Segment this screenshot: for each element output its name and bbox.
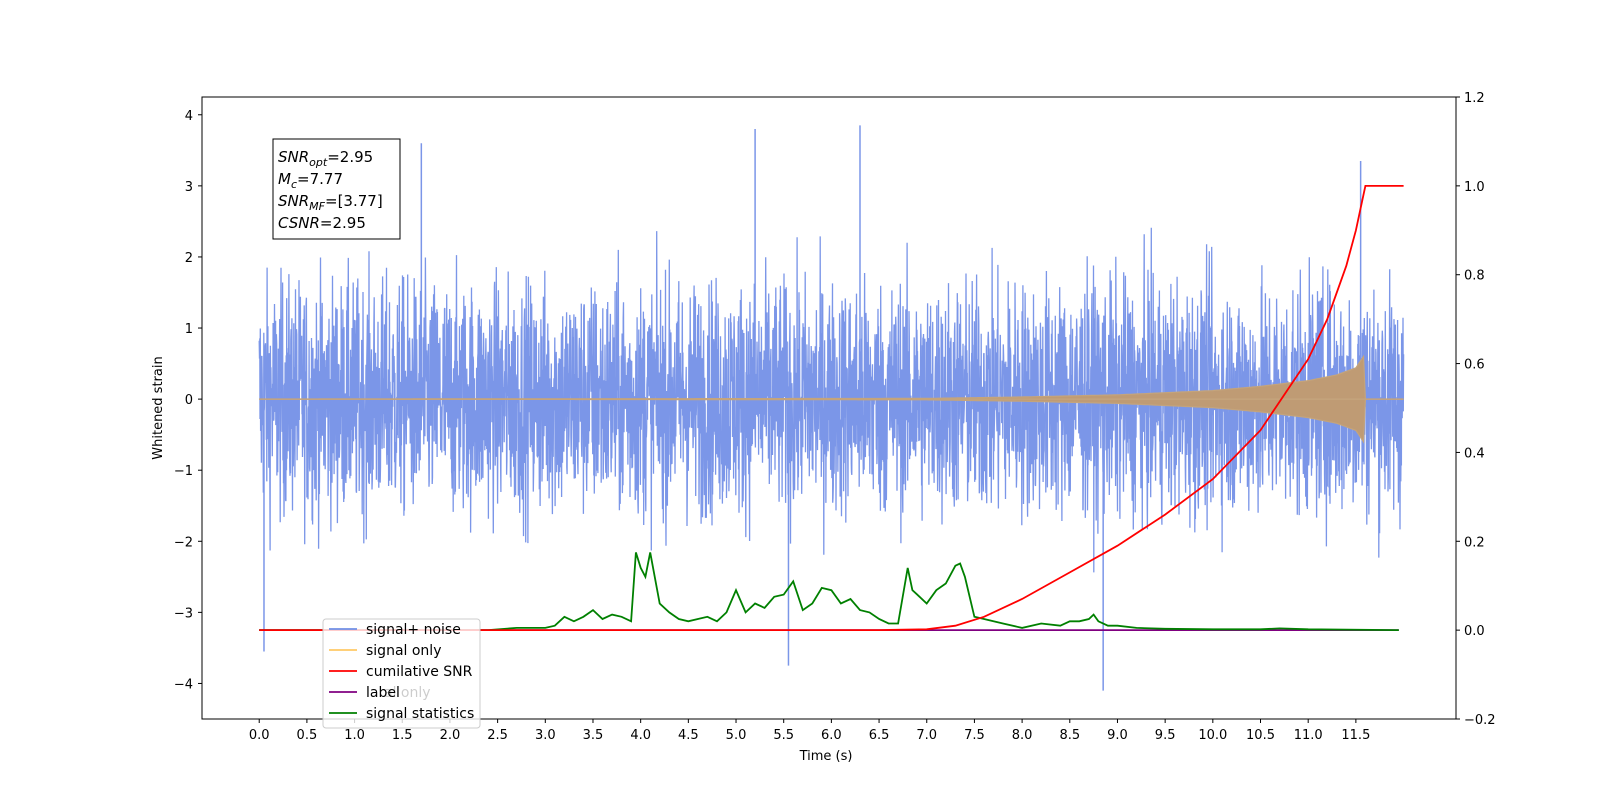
y-tick-label: −2 <box>174 535 193 550</box>
x-tick-label: 1.5 <box>392 728 413 743</box>
y-tick-label: 2 <box>185 251 193 266</box>
y-axis-label: Whitened strain <box>151 356 166 459</box>
x-tick-label: 10.5 <box>1246 728 1275 743</box>
y-tick-label: −3 <box>174 606 193 621</box>
x-tick-label: 11.5 <box>1341 728 1370 743</box>
x-tick-label: 10.0 <box>1198 728 1227 743</box>
x-tick-label: 2.5 <box>487 728 508 743</box>
y-tick-label: 3 <box>185 180 193 195</box>
legend-label: label <box>366 685 400 701</box>
x-tick-label: 5.0 <box>726 728 747 743</box>
x-tick-label: 0.5 <box>297 728 318 743</box>
x-tick-label: 4.5 <box>678 728 699 743</box>
y-tick-label: −1 <box>174 464 193 479</box>
y2-tick-label: 0.6 <box>1464 358 1485 373</box>
x-tick-label: 6.0 <box>821 728 842 743</box>
y2-tick-label: 0.0 <box>1464 624 1485 639</box>
signal-only-series <box>259 354 1404 444</box>
x-tick-label: 9.0 <box>1107 728 1128 743</box>
x-tick-label: 4.0 <box>630 728 651 743</box>
metric-line: Mc=7.77 <box>278 170 343 191</box>
metric-line: SNRopt=2.95 <box>278 148 373 169</box>
x-tick-label: 3.5 <box>583 728 604 743</box>
y2-tick-label: 0.2 <box>1464 535 1485 550</box>
x-tick-label: 8.0 <box>1012 728 1033 743</box>
x-tick-label: 7.0 <box>916 728 937 743</box>
x-tick-label: 0.0 <box>249 728 270 743</box>
x-tick-label: 5.5 <box>773 728 794 743</box>
cumilative-snr-line <box>259 184 1404 631</box>
y-axis-ticks: −4 −3 −2 −1 0 1 2 3 4 <box>174 109 202 692</box>
y2-tick-label: −0.2 <box>1464 713 1496 728</box>
x-tick-label: 9.5 <box>1155 728 1176 743</box>
signal-statistics-line <box>259 552 1399 631</box>
x-tick-label: 1.0 <box>344 728 365 743</box>
y2-tick-label: 0.4 <box>1464 446 1485 461</box>
legend-label: cumilative SNR <box>366 664 473 680</box>
x-tick-label: 8.5 <box>1059 728 1080 743</box>
metric-line: SNRMF=[3.77] <box>278 192 383 213</box>
y2-axis-ticks: −0.2 0.0 0.2 0.4 0.6 0.8 1.0 1.2 <box>1456 91 1496 728</box>
y2-tick-label: 0.8 <box>1464 269 1485 284</box>
legend-label: signal only <box>366 643 441 659</box>
x-tick-label: 3.0 <box>535 728 556 743</box>
legend-label: signal statistics <box>366 706 474 722</box>
metric-line: CSNR=2.95 <box>278 214 366 232</box>
signal-noise-line <box>258 227 1405 573</box>
y-tick-label: 4 <box>185 109 193 124</box>
y-tick-label: 1 <box>185 322 193 337</box>
x-tick-label: 11.0 <box>1294 728 1323 743</box>
x-tick-label: 2.0 <box>440 728 461 743</box>
y-tick-label: −4 <box>174 677 193 692</box>
y2-tick-label: 1.0 <box>1464 180 1485 195</box>
legend-overlap-fragment: al only <box>384 685 431 701</box>
y-tick-label: 0 <box>185 393 193 408</box>
y2-tick-label: 1.2 <box>1464 91 1485 106</box>
x-tick-label: 7.5 <box>964 728 985 743</box>
x-tick-label: 6.5 <box>869 728 890 743</box>
plot-frame <box>201 96 1457 720</box>
legend-label: signal+ noise <box>366 622 461 638</box>
x-axis-label: Time (s) <box>799 749 853 764</box>
legend: al only signal+ noise signal only cumilati… <box>322 618 481 729</box>
signal-noise-series <box>258 125 1405 691</box>
